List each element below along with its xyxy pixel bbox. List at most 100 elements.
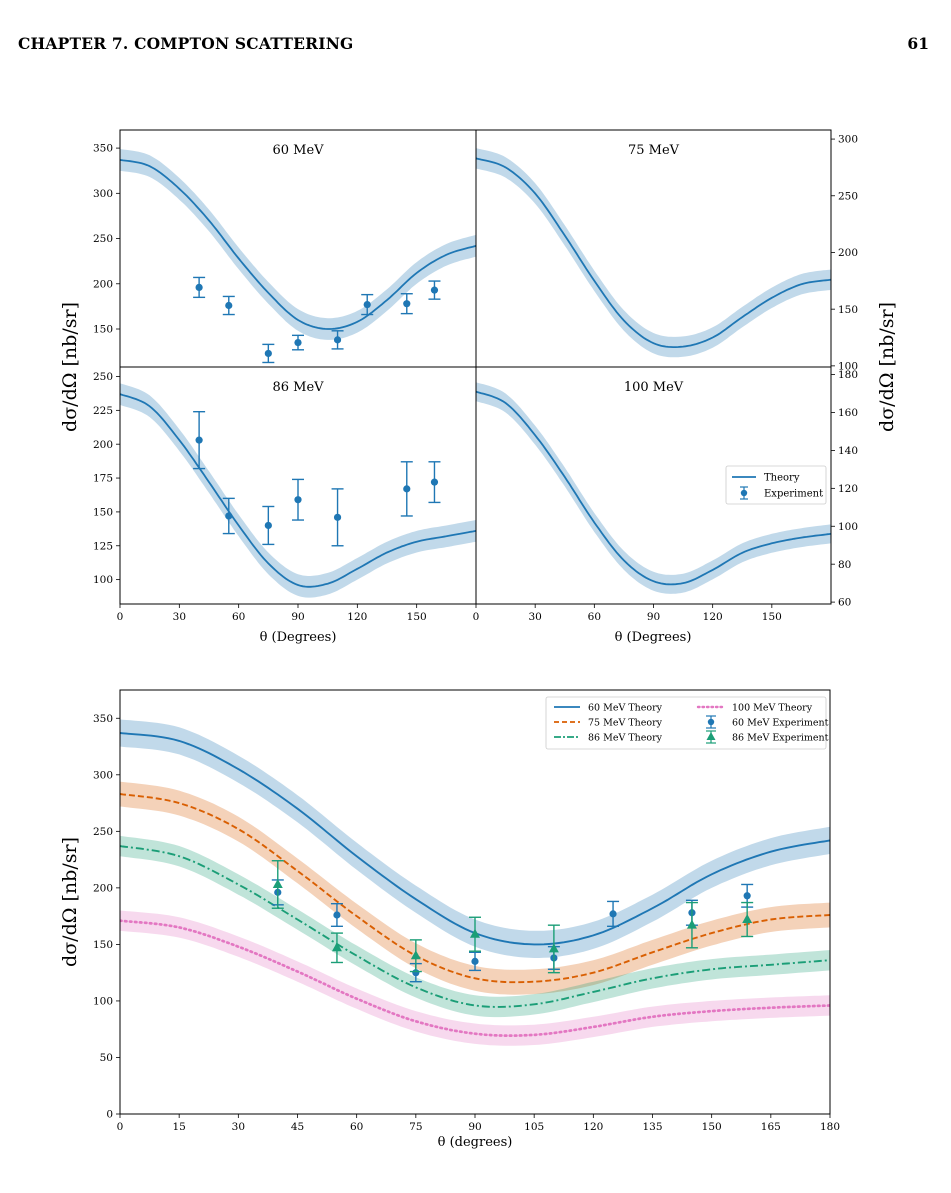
- 60-mev-experiment-marker: [743, 892, 751, 900]
- panel-100-mev: 100 MeV 60 80 100 120 140 160 180 0 30 60 90 120 150 T…: [473, 366, 858, 623]
- legend-label: 86 MeV Experiment: [732, 733, 829, 744]
- legend-label: 75 MeV Theory: [588, 718, 663, 729]
- y-axis-label-right: dσ/dΩ [nb/sr]: [876, 302, 898, 432]
- y-tick-label: 150: [93, 324, 113, 336]
- theory-curve-band: [120, 149, 476, 340]
- experiment-point-marker: [333, 513, 342, 521]
- y-tick-label: 300: [93, 188, 113, 200]
- y-tick-label: 300: [838, 134, 858, 146]
- chapter-title: CHAPTER 7. COMPTON SCATTERING: [18, 34, 354, 53]
- legend: Theory Experiment: [725, 465, 827, 505]
- 86-mev-experiment-marker: [742, 914, 753, 924]
- y-tick-label: 120: [838, 483, 858, 495]
- 75-mev-theory-band: [120, 781, 830, 995]
- experiment-point-marker: [225, 512, 233, 520]
- y-tick-label: 300: [93, 769, 113, 781]
- theory-curve-band: [476, 148, 831, 358]
- y-tick-label: 125: [93, 540, 113, 552]
- panel-title: 60 MeV: [272, 143, 324, 158]
- y-tick-label: 350: [93, 143, 113, 155]
- x-axis-label: θ (Degrees): [260, 630, 337, 645]
- x-tick-label: 0: [473, 611, 480, 623]
- x-tick-label: 60: [350, 1121, 363, 1133]
- legend-theory-label: Theory: [764, 473, 800, 484]
- panel-frame: [475, 129, 832, 368]
- y-tick-label: 150: [93, 939, 113, 951]
- x-tick-label: 90: [468, 1121, 481, 1133]
- 60-mev-experiment-marker: [333, 911, 341, 919]
- panel-frame: [119, 129, 477, 368]
- x-axis-label: θ (Degrees): [615, 630, 692, 645]
- legend-label: 86 MeV Theory: [588, 733, 663, 744]
- legend: 60 MeV Theory 75 MeV Theory 86 MeV Theory 1…: [545, 696, 829, 750]
- experiment-point-marker: [430, 286, 439, 294]
- y-tick-label: 200: [93, 882, 113, 894]
- 86-mev-theory-band: [120, 835, 830, 1018]
- legend-frame: [545, 696, 827, 750]
- x-tick-label: 0: [117, 611, 124, 623]
- 86-mev-experiment-marker: [331, 942, 342, 952]
- panel-86-mev: 86 MeV 100 125 150 175 200 225 250 0 30 60 90 120 150: [93, 366, 477, 623]
- y-tick-label: 150: [838, 304, 858, 316]
- legend-swatch-marker: [706, 732, 716, 740]
- x-tick-label: 30: [173, 611, 186, 623]
- experiment-point-marker: [333, 336, 342, 344]
- theory-curve-band: [476, 382, 831, 594]
- x-tick-label: 60: [232, 611, 245, 623]
- experiment-point-marker: [363, 300, 371, 309]
- y-tick-label: 140: [838, 445, 858, 457]
- x-tick-label: 30: [528, 611, 541, 623]
- x-tick-label: 0: [117, 1121, 124, 1133]
- theory-curve-line: [120, 159, 476, 330]
- legend-frame: [725, 465, 827, 505]
- y-tick-label: 60: [838, 597, 851, 609]
- panel-title: 86 MeV: [272, 380, 324, 395]
- y-tick-label: 225: [93, 405, 113, 417]
- y-tick-label: 160: [838, 407, 858, 419]
- page-number: 61: [907, 34, 929, 53]
- combined-panel: 0 50 100 150 200 250 300 350 0 15 30 45 60 75 90 105 120…: [59, 689, 840, 1150]
- legend-experiment-marker: [740, 489, 748, 497]
- y-tick-label: 100: [93, 996, 113, 1008]
- y-axis-label-left: dσ/dΩ [nb/sr]: [59, 302, 81, 432]
- x-tick-label: 150: [762, 611, 782, 623]
- y-tick-label: 250: [838, 190, 858, 202]
- panel-60-mev: 60 MeV 150 200 250 300 350: [93, 129, 477, 368]
- y-tick-label: 100: [838, 521, 858, 533]
- x-tick-label: 90: [291, 611, 304, 623]
- 60-mev-theory-band: [120, 719, 830, 958]
- 86-mev-experiment-marker: [470, 928, 480, 938]
- theory-curve-line: [120, 393, 476, 588]
- legend-label: 60 MeV Theory: [588, 703, 663, 714]
- experiment-point-marker: [294, 496, 302, 504]
- 86-mev-experiment-marker: [410, 950, 421, 960]
- y-tick-label: 100: [93, 574, 113, 586]
- experiment-point-marker: [403, 300, 411, 308]
- panel-75-mev: 75 MeV 100 150 200 250 300: [475, 129, 858, 372]
- y-tick-label: 175: [93, 473, 113, 485]
- x-tick-label: 150: [407, 611, 427, 623]
- 86-mev-experiment-marker: [272, 878, 283, 888]
- x-tick-label: 90: [647, 611, 660, 623]
- running-head: CHAPTER 7. COMPTON SCATTERING 61: [0, 34, 951, 54]
- y-tick-label: 200: [93, 439, 113, 451]
- y-tick-label: 200: [838, 247, 858, 259]
- x-tick-label: 60: [588, 611, 601, 623]
- y-tick-label: 350: [93, 713, 113, 725]
- x-tick-label: 150: [702, 1121, 722, 1133]
- y-tick-label: 50: [100, 1052, 113, 1064]
- experiment-point-marker: [294, 338, 302, 347]
- theory-curve-line: [476, 157, 831, 348]
- x-tick-label: 120: [583, 1121, 603, 1133]
- 100-mev-theory-band: [120, 910, 830, 1046]
- experiment-point-marker: [195, 436, 203, 444]
- theory-curve-band: [120, 383, 476, 598]
- 60-mev-experiment-marker: [471, 957, 479, 965]
- panel-title: 75 MeV: [628, 143, 680, 158]
- x-tick-label: 180: [820, 1121, 840, 1133]
- y-tick-label: 250: [93, 233, 113, 245]
- legend-swatch-marker: [707, 718, 715, 726]
- experiment-point-marker: [430, 478, 439, 486]
- experiment-point-marker: [264, 521, 272, 530]
